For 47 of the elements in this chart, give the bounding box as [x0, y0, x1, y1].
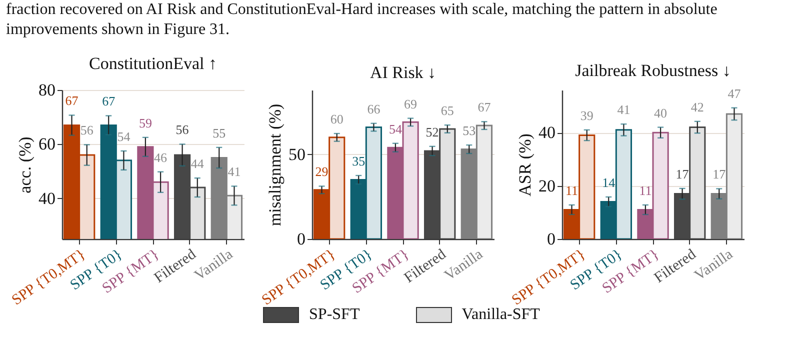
y-tick-label: 40 [538, 123, 556, 142]
data-label: 41 [228, 164, 241, 180]
y-axis-title: ASR (%) [516, 134, 534, 196]
data-label: 67 [65, 93, 79, 108]
data-label: 29 [315, 164, 328, 180]
data-label: 55 [212, 125, 226, 140]
data-label: 11 [566, 182, 578, 198]
data-label: 46 [154, 150, 168, 165]
data-label: 11 [639, 182, 652, 198]
y-tick-label: 50 [288, 144, 306, 164]
data-label: 17 [676, 166, 690, 182]
data-label: 53 [462, 123, 476, 138]
y-tick-label: 20 [538, 176, 556, 196]
data-label: 56 [80, 122, 94, 138]
data-label: 40 [654, 105, 668, 120]
y-tick-label: 40 [38, 188, 56, 208]
data-label: 42 [690, 99, 704, 114]
legend-label: Vanilla-SFT [462, 306, 540, 324]
data-label: 54 [117, 128, 131, 144]
data-label: 59 [138, 115, 152, 130]
data-label: 52 [426, 124, 439, 140]
y-axis-title: misalignment (%) [266, 104, 284, 226]
data-label: 69 [404, 96, 418, 112]
data-label: 67 [478, 100, 492, 115]
y-axis-title: acc. (%) [16, 136, 34, 194]
chart-title: ConstitutionEval ↑ [89, 54, 217, 73]
text: fraction recovered on AI Risk and ConstitutionEval-Hard increases with scale, matching the pattern in absolute improvements shown in Figure 31. [6, 0, 718, 40]
data-label: 67 [102, 94, 116, 109]
data-label: 60 [330, 112, 344, 127]
data-label: 14 [602, 174, 616, 190]
data-label: 17 [712, 166, 726, 182]
y-tick-label: 0 [547, 230, 556, 248]
chart-title: AI Risk ↓ [370, 63, 436, 82]
data-label: 35 [352, 154, 366, 169]
data-label: 66 [367, 101, 381, 116]
data-label: 65 [440, 103, 454, 118]
legend-label: SP-SFT [309, 306, 360, 324]
data-label: 44 [190, 156, 204, 172]
y-tick-label: 80 [38, 80, 56, 100]
chart-title: Jailbreak Robustness ↓ [575, 60, 731, 80]
y-tick-label: 0 [297, 230, 306, 248]
data-label: 47 [728, 86, 742, 101]
data-label: 39 [580, 108, 594, 123]
data-label: 41 [617, 102, 630, 118]
y-tick-label: 60 [38, 134, 56, 154]
data-label: 56 [176, 122, 190, 138]
data-label: 54 [388, 121, 402, 136]
